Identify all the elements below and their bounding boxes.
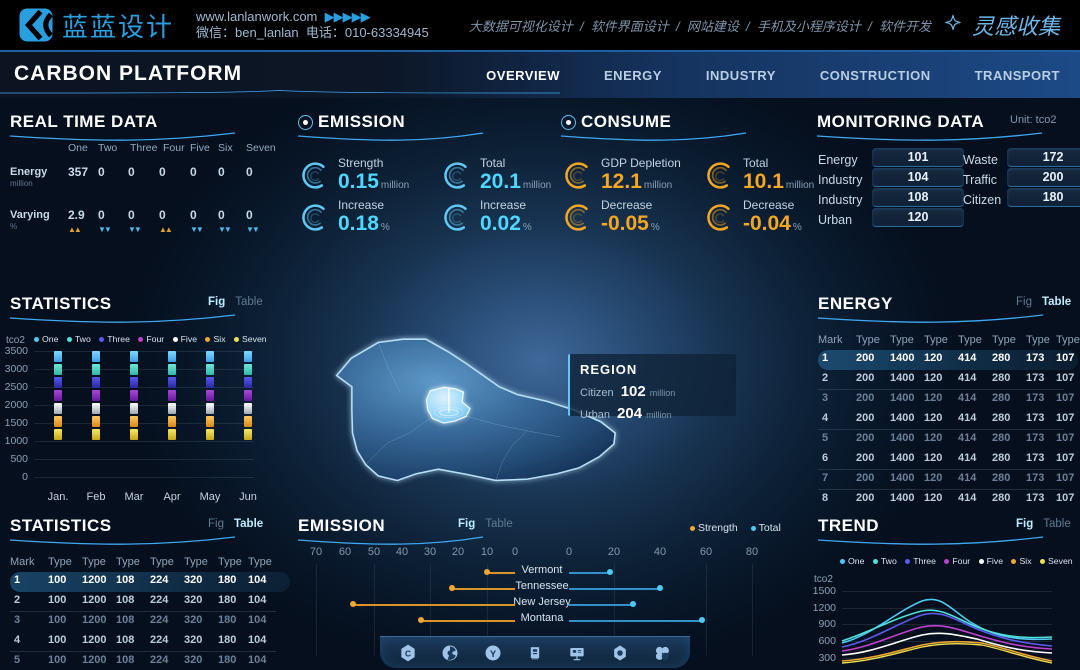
svg-text:Y: Y (490, 648, 496, 658)
svg-text:C: C (405, 648, 411, 658)
